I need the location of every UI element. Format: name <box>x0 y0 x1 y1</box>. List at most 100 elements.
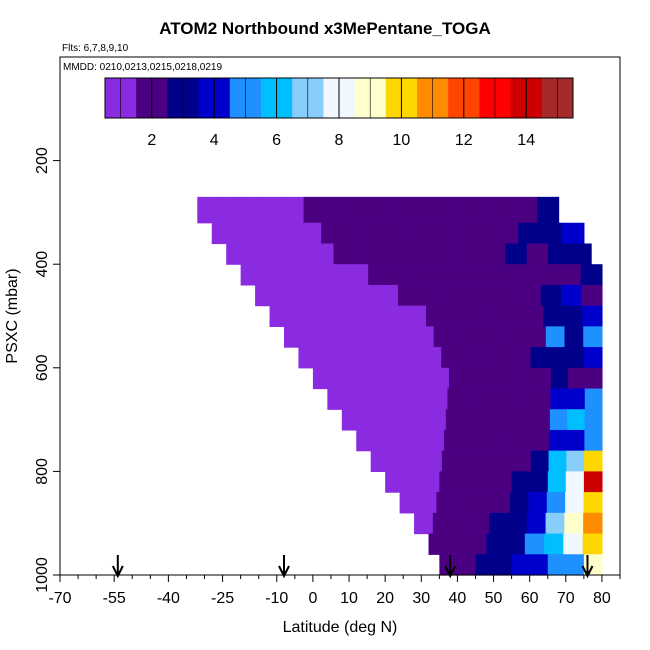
heatmap-cell <box>298 347 317 369</box>
colorbar-tick-label: 14 <box>517 132 535 149</box>
heatmap-cell <box>316 347 335 369</box>
heatmap-cell <box>504 305 525 327</box>
heatmap-cell <box>538 264 561 286</box>
heatmap-cell <box>414 367 433 390</box>
flight-arrows <box>111 555 594 579</box>
heatmap-cell <box>531 429 550 452</box>
heatmap-cell <box>532 409 551 431</box>
heatmap-cell <box>509 492 529 514</box>
heatmap-cell <box>511 554 531 576</box>
heatmap-cell <box>386 305 408 327</box>
heatmap-cell <box>445 409 464 431</box>
x-tick-label: -40 <box>157 590 180 607</box>
heatmap-cell <box>376 243 399 265</box>
heatmap-cell <box>528 492 548 514</box>
heatmap-cell <box>289 305 310 327</box>
heatmap-cell <box>583 554 603 576</box>
heatmap-cell <box>584 367 603 390</box>
heatmap-cell <box>261 196 283 224</box>
heatmap-cell <box>483 243 506 265</box>
heatmap-cell <box>261 264 284 286</box>
heatmap-cell <box>533 388 552 410</box>
heatmap-cell <box>475 554 495 576</box>
heatmap-cell <box>389 264 412 286</box>
heatmap-cell <box>340 326 360 348</box>
heatmap-cell <box>428 409 447 431</box>
heatmap-cell <box>540 284 562 307</box>
heatmap-cell <box>473 492 493 514</box>
heatmap-cell <box>282 196 305 224</box>
heatmap-cell <box>491 492 511 514</box>
heatmap-cell <box>566 347 585 369</box>
heatmap-cell <box>529 554 549 576</box>
heatmap-cell <box>430 388 449 410</box>
heatmap-cell <box>269 305 290 327</box>
heatmap-cell <box>452 326 472 348</box>
heatmap-cell <box>548 243 571 265</box>
heatmap-cell <box>399 492 419 514</box>
heatmap-cell <box>494 196 517 224</box>
heatmap-cell <box>496 222 519 245</box>
heatmap-cell <box>441 347 460 369</box>
heatmap-cell <box>421 471 440 493</box>
y-tick-label: 400 <box>34 251 51 278</box>
heatmap-cell <box>413 388 431 410</box>
heatmap-cell <box>457 554 477 576</box>
heatmap-cell <box>304 264 327 286</box>
heatmap-cell <box>302 326 323 348</box>
heatmap-cell <box>391 429 410 452</box>
heatmap-cell <box>423 347 442 369</box>
heatmap-cell <box>377 284 399 307</box>
heatmap-cell <box>321 222 344 245</box>
colorbar-tick-label: 4 <box>210 132 219 149</box>
heatmap-cell <box>431 264 454 286</box>
heatmap-cell <box>569 243 592 265</box>
heatmap-cell <box>406 450 425 472</box>
heatmap-cell <box>414 512 434 535</box>
heatmap-cell <box>430 222 454 245</box>
heatmap-cell <box>479 284 501 307</box>
x-tick-label: 80 <box>593 590 611 607</box>
heatmap-cell <box>269 243 292 265</box>
heatmap-cell <box>514 429 533 452</box>
heatmap-cell <box>584 429 603 452</box>
heatmap-cell <box>333 243 356 265</box>
heatmap-cell <box>277 222 300 245</box>
heatmap-cell <box>344 388 363 410</box>
heatmap-cell <box>582 305 603 327</box>
heatmap-cell <box>387 347 407 369</box>
heatmap-cell <box>567 409 586 431</box>
x-tick-label: 50 <box>485 590 503 607</box>
heatmap-cell <box>239 196 262 224</box>
heatmap-cell <box>567 388 586 410</box>
heatmap-cell <box>426 429 445 452</box>
chart-title: ATOM2 Northbound x3MePentane_TOGA <box>159 19 491 38</box>
x-tick-label: 40 <box>449 590 467 607</box>
heatmap-cell <box>465 367 484 390</box>
heatmap-cell <box>447 533 468 555</box>
heatmap-cell <box>584 347 603 369</box>
heatmap-cell <box>524 533 545 555</box>
heatmap-cell <box>240 264 263 286</box>
heatmap-cell <box>493 554 513 576</box>
heatmap-cell <box>474 222 497 245</box>
heatmap-cell <box>425 305 447 327</box>
colorbar-tick-label: 8 <box>335 132 344 149</box>
heatmap-cell <box>418 284 440 307</box>
heatmap-cell <box>540 222 563 245</box>
heatmap-cell <box>393 409 412 431</box>
heatmap-cell <box>559 264 582 286</box>
heatmap-cell <box>583 512 603 535</box>
heatmap-cell <box>497 409 516 431</box>
heatmap-cell <box>583 492 603 514</box>
heatmap-cell <box>370 450 390 472</box>
heatmap-cell <box>418 492 437 514</box>
heatmap-cell <box>396 326 416 348</box>
colorbar-tick-label: 6 <box>272 132 281 149</box>
heatmap-cell <box>316 284 338 307</box>
x-tick-label: 20 <box>376 590 394 607</box>
heatmap-cell <box>368 264 391 286</box>
heatmap-cells <box>197 196 603 576</box>
heatmap-cell <box>565 554 585 576</box>
